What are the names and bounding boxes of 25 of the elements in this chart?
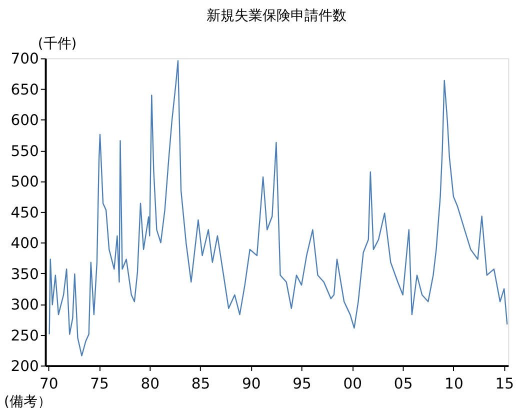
x-tick-label: 10: [444, 376, 464, 393]
y-tick-label: 200: [10, 358, 39, 375]
text: (備考）: [4, 394, 52, 408]
chart-title: 新規失業保険申請件数: [206, 8, 347, 24]
x-tick-label: 70: [39, 376, 58, 393]
x-tick-label: 90: [242, 376, 261, 393]
y-tick-label: 350: [10, 266, 39, 283]
line-series: [48, 60, 508, 356]
x-tick-label: 80: [140, 376, 160, 393]
x-tick-label: 15: [495, 376, 514, 393]
x-tick-label: 00: [343, 376, 362, 393]
y-axis-title: (千件): [38, 36, 77, 52]
y-tick-label: 500: [10, 174, 39, 191]
y-tick-label: 650: [10, 81, 39, 98]
y-tick-label: 400: [10, 235, 39, 252]
x-tick-label: 95: [292, 376, 312, 393]
y-tick-label: 700: [10, 50, 39, 68]
x-tick-label: 05: [394, 376, 413, 393]
x-tick-label: 85: [191, 376, 210, 393]
y-tick-label: 300: [10, 296, 39, 314]
y-tick-label: 550: [10, 142, 39, 160]
x-tick-label: 75: [90, 376, 109, 393]
y-tick-label: 450: [10, 204, 39, 222]
y-tick-label: 600: [10, 112, 39, 130]
y-tick-label: 250: [10, 327, 39, 344]
